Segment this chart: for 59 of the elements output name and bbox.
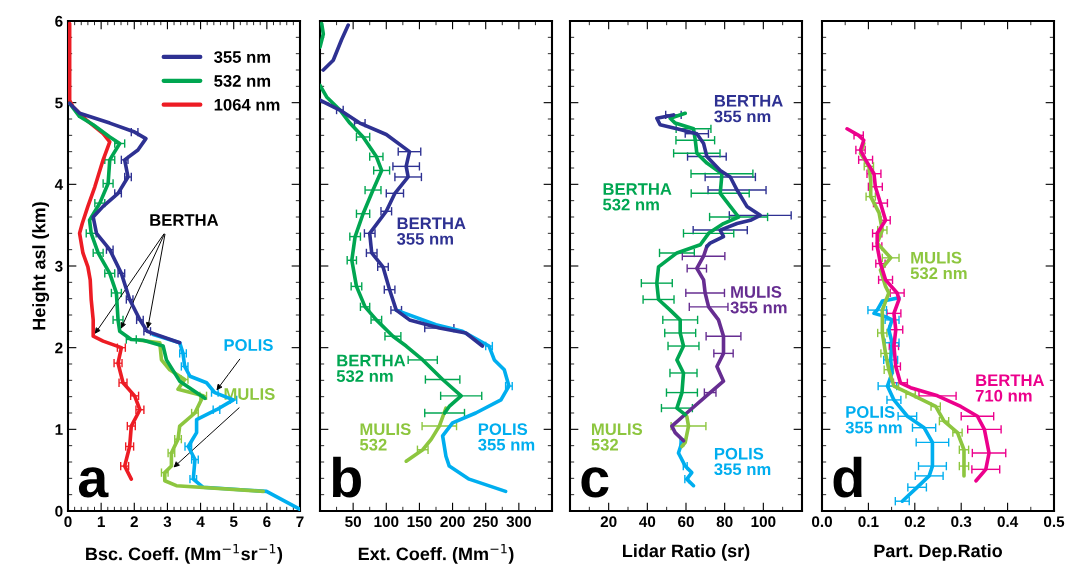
x-tick-label: 2 bbox=[130, 516, 138, 527]
x-tick-label: 20 bbox=[600, 516, 617, 528]
annotation: BERTHA bbox=[150, 214, 219, 226]
x-tick-label: 100 bbox=[374, 516, 399, 528]
annotation: c bbox=[581, 467, 609, 498]
x-tick-label: 60 bbox=[678, 516, 694, 528]
y-tick-label: 6 bbox=[55, 15, 63, 27]
series-label: BERTHA 355 nm bbox=[396, 217, 466, 245]
x-tick-label: 0 bbox=[64, 516, 72, 528]
x-tick-label: 200 bbox=[440, 516, 465, 528]
y-tick-label: 3 bbox=[54, 260, 63, 272]
series-label: BERTHA 710 nm bbox=[975, 374, 1045, 402]
x-tick-label: 100 bbox=[751, 516, 776, 528]
x-axis-title: Bsc. Coeff. (Mm$^{−1}$sr$^{−1}$) bbox=[86, 543, 283, 564]
text: BERTHA 532 nm bbox=[602, 183, 672, 211]
series-label: MULIS 532 nm bbox=[910, 251, 967, 280]
x-tick-label: 1 bbox=[97, 516, 105, 527]
x-tick-label: 0.1 bbox=[858, 516, 879, 528]
annotation: MULIS bbox=[224, 388, 275, 400]
text: MULIS 532 bbox=[591, 423, 643, 451]
y-tick-label: 1 bbox=[55, 424, 63, 435]
x-tick-label: 250 bbox=[473, 516, 498, 528]
y-axis-title: Height asl (km) bbox=[32, 202, 50, 330]
x-axis-title: Lidar Ratio (sr) bbox=[623, 543, 750, 561]
annotation: a bbox=[78, 467, 109, 498]
x-tick-label: 40 bbox=[639, 516, 656, 528]
x-tick-label: 0.4 bbox=[997, 516, 1019, 528]
x-tick-label: 0.5 bbox=[1043, 516, 1065, 528]
x-tick-label: 80 bbox=[716, 516, 733, 528]
annotation: d bbox=[833, 456, 862, 498]
y-tick-label: 5 bbox=[55, 97, 63, 109]
series-label: POLIS 355 nm bbox=[478, 423, 535, 451]
series-label: MULIS 532 bbox=[359, 423, 411, 451]
legend-label: 532 nm bbox=[214, 75, 271, 87]
x-tick-label: 0.3 bbox=[951, 516, 972, 528]
x-tick-label: 6 bbox=[263, 516, 271, 528]
x-tick-label: 7 bbox=[296, 516, 304, 527]
x-tick-label: 300 bbox=[506, 516, 531, 528]
x-tick-label: 0.0 bbox=[811, 516, 832, 528]
series-label: BERTHA 532 nm bbox=[336, 354, 406, 382]
y-tick-label: 0 bbox=[55, 505, 63, 517]
series-label: POLIS 355 nm bbox=[714, 447, 771, 476]
y-tick-label: 4 bbox=[54, 179, 64, 190]
series-label: BERTHA 355 nm bbox=[714, 95, 783, 123]
series-label: MULIS 355 nm bbox=[730, 286, 787, 314]
series-label: POLIS 355 nm bbox=[845, 406, 902, 434]
annotation: POLIS bbox=[224, 339, 273, 351]
y-tick-label: 2 bbox=[55, 342, 63, 354]
x-axis-title: Part. Dep.Ratio bbox=[874, 543, 1003, 561]
x-tick-label: 150 bbox=[407, 516, 432, 528]
x-tick-label: 3 bbox=[163, 516, 172, 528]
x-tick-label: 50 bbox=[345, 516, 362, 528]
x-axis-title: Ext. Coeff. (Mm$^{−1}$) bbox=[358, 543, 514, 564]
x-tick-label: 4 bbox=[196, 516, 205, 527]
legend-label: 1064 nm bbox=[214, 98, 280, 111]
x-tick-label: 5 bbox=[229, 516, 238, 528]
legend-label: 355 nm bbox=[214, 51, 271, 63]
x-tick-label: 0.2 bbox=[904, 516, 925, 528]
annotation: b bbox=[332, 456, 361, 498]
